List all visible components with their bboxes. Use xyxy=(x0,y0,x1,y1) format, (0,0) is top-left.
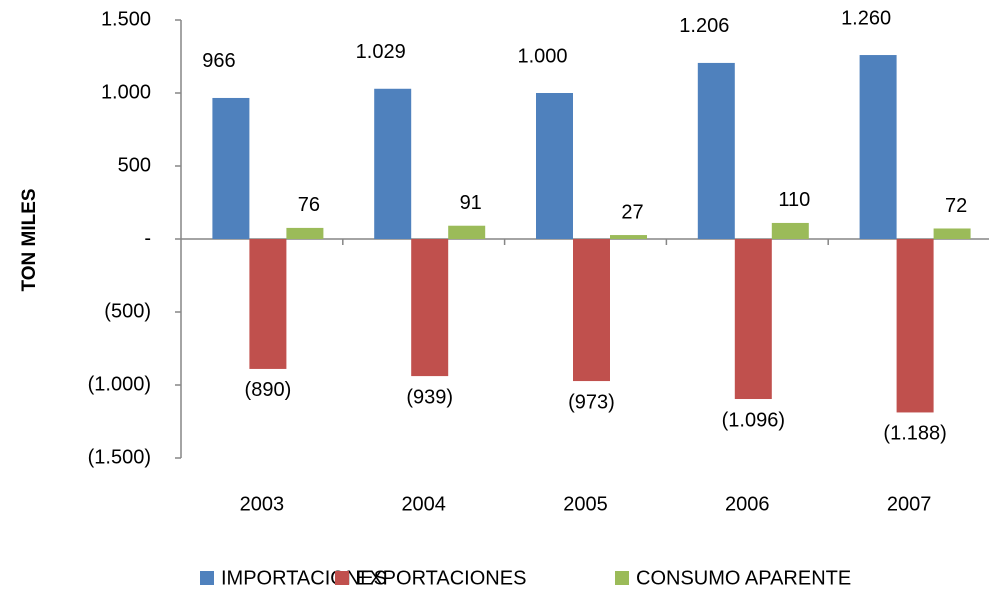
bar xyxy=(573,239,610,382)
data-label: 76 xyxy=(298,194,320,216)
bar xyxy=(610,235,647,239)
y-tick-label: 1.000 xyxy=(101,81,151,103)
bar xyxy=(734,239,772,400)
bar xyxy=(212,97,250,240)
legend-swatch xyxy=(335,571,349,585)
data-label: 27 xyxy=(621,201,643,223)
legend-swatch xyxy=(200,571,214,585)
data-label: 1.000 xyxy=(517,45,567,67)
y-axis-label: TON MILES xyxy=(19,188,40,291)
y-tick-label: (500) xyxy=(104,300,151,322)
bar xyxy=(249,239,287,369)
data-label: (939) xyxy=(406,386,453,408)
bar xyxy=(536,93,573,239)
data-label: 110 xyxy=(778,189,810,211)
x-tick-label: 2007 xyxy=(887,493,932,515)
bar xyxy=(896,239,934,413)
data-label: 1.029 xyxy=(356,41,406,63)
y-tick-label: 1.500 xyxy=(101,8,151,30)
x-tick-label: 2006 xyxy=(725,493,770,515)
y-tick-label: 500 xyxy=(118,154,151,176)
legend-swatch xyxy=(615,571,629,585)
data-label: (1.188) xyxy=(883,423,946,445)
bar xyxy=(286,227,324,239)
data-label: (890) xyxy=(245,379,292,401)
data-label: (973) xyxy=(568,391,615,413)
y-tick-label: (1.500) xyxy=(88,446,151,468)
legend-label: CONSUMO APARENTE xyxy=(636,567,851,589)
bar xyxy=(374,88,412,240)
bar xyxy=(771,222,809,239)
bar xyxy=(933,228,971,239)
data-label: 91 xyxy=(460,192,482,214)
data-label: 1.206 xyxy=(679,15,729,37)
y-tick-label: (1.000) xyxy=(88,373,151,395)
data-label: 966 xyxy=(202,50,235,72)
y-tick-label: - xyxy=(144,227,151,249)
legend-label: EXPORTACIONES xyxy=(356,567,526,589)
bar xyxy=(448,225,486,239)
data-label: (1.096) xyxy=(722,409,785,431)
data-label: 1.260 xyxy=(841,7,891,29)
bar xyxy=(411,239,449,377)
bar xyxy=(697,62,735,240)
bar xyxy=(859,55,897,239)
x-tick-label: 2005 xyxy=(563,493,608,515)
data-label: 72 xyxy=(945,195,967,217)
x-tick-label: 2004 xyxy=(401,493,446,515)
x-tick-label: 2003 xyxy=(240,493,285,515)
